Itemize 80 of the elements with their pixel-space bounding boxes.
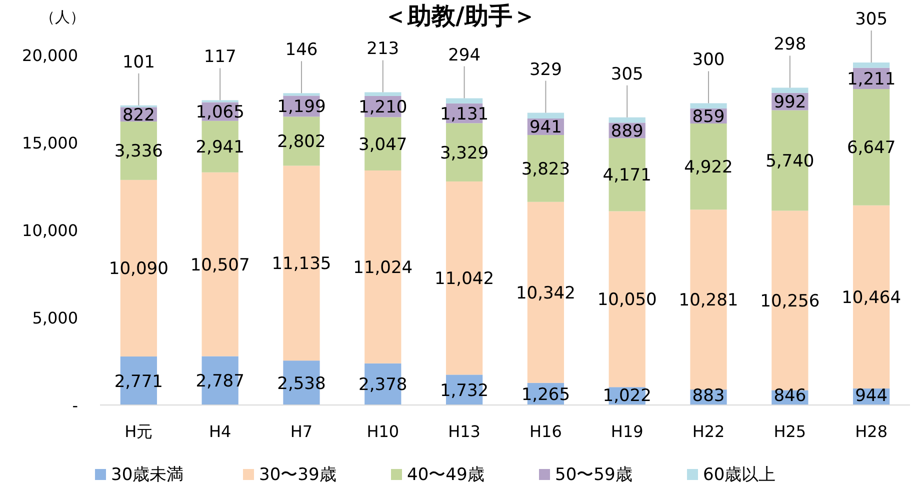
data-label: 294 [448,45,481,66]
x-tick-label: H16 [530,422,562,441]
chart-title: ＜助教/助手＞ [384,2,536,30]
data-label: 1,732 [440,380,489,401]
x-tick-label: H元 [124,422,153,441]
x-tick-label: H22 [692,422,725,441]
legend-label: 30〜39歳 [259,465,336,485]
legend-label: 60歳以上 [703,465,776,485]
x-tick-label: H7 [290,422,313,441]
data-label: 1,211 [846,69,896,90]
y-tick-label: 5,000 [32,308,78,328]
data-label: 10,281 [678,290,738,311]
x-tick-label: H25 [774,422,806,441]
data-label: 101 [122,52,155,72]
legend-label: 30歳未満 [111,465,184,485]
data-label: 883 [692,386,725,406]
x-tick-label: H19 [610,422,644,441]
bar [608,117,646,123]
x-tick-label: H13 [448,422,480,441]
data-label: 3,047 [358,134,408,155]
y-tick-label: 20,000 [22,46,78,65]
data-label: 305 [855,10,888,30]
data-label: 11,024 [353,258,413,278]
legend-label: 40〜49歳 [407,465,484,485]
data-label: 4,171 [602,166,652,186]
data-label: 859 [692,106,725,127]
data-label: 2,378 [358,375,408,396]
data-label: 2,538 [277,374,326,394]
y-tick-label: 15,000 [22,134,78,152]
x-tick-label: H10 [366,422,400,441]
data-label: 305 [610,64,644,84]
data-label: 1,131 [440,104,489,124]
data-label: 4,922 [684,158,733,178]
y-tick-label: 10,000 [22,221,78,240]
bar [527,112,564,119]
data-label: 10,050 [597,290,657,310]
data-label: 941 [529,118,562,138]
y-tick-label: - [72,396,78,415]
data-label: 10,342 [516,283,576,304]
x-tick-label: H28 [855,422,888,441]
data-label: 11,135 [272,254,332,274]
data-label: 298 [774,34,806,55]
data-label: 2,787 [196,372,244,392]
data-label: 6,647 [846,138,896,158]
data-label: 300 [692,50,725,70]
data-label: 1,265 [521,384,570,405]
data-label: 11,042 [434,269,494,290]
data-label: 944 [855,386,888,406]
data-label: 329 [529,60,562,80]
data-label: 889 [610,121,644,142]
data-label: 146 [285,40,318,60]
bar [283,93,320,96]
x-tick-label: H4 [208,422,232,441]
data-label: 213 [366,39,400,60]
data-label: 3,823 [521,159,570,180]
data-label: 1,199 [277,97,326,118]
data-label: 992 [774,92,806,113]
data-label: 10,256 [760,291,820,312]
data-label: 2,941 [196,138,244,158]
bar [690,103,727,108]
bar [446,98,483,104]
data-label: 822 [122,105,155,126]
data-label: 10,090 [108,259,168,280]
data-label: 1,210 [358,98,408,118]
data-label: 1,065 [196,102,244,123]
data-label: 117 [204,47,236,68]
data-label: 10,464 [842,288,902,308]
data-label: 10,507 [190,255,250,276]
data-label: 2,771 [114,372,164,392]
data-label: 2,802 [277,132,326,152]
bar [364,92,402,96]
data-label: 3,336 [114,142,164,162]
data-label: 846 [774,386,806,406]
bar [772,88,808,93]
bar [853,62,890,68]
data-label: 5,740 [766,151,814,172]
data-label: 3,329 [440,143,489,164]
y-axis-title: （人） [40,8,85,26]
legend-label: 50〜59歳 [555,465,632,485]
data-label: 1,022 [602,386,652,406]
